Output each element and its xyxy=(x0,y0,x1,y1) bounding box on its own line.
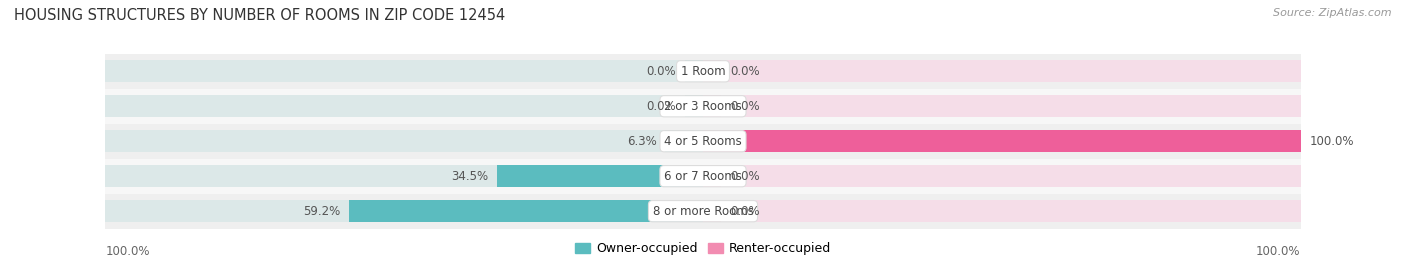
Bar xyxy=(703,61,1301,82)
Text: 0.0%: 0.0% xyxy=(730,205,759,218)
Bar xyxy=(703,61,721,82)
Text: 2 or 3 Rooms: 2 or 3 Rooms xyxy=(664,100,742,113)
Bar xyxy=(703,200,721,222)
Bar xyxy=(105,159,1301,194)
Text: 6.3%: 6.3% xyxy=(627,135,657,148)
Text: 1 Room: 1 Room xyxy=(681,65,725,78)
Text: 100.0%: 100.0% xyxy=(1256,245,1301,258)
Text: 59.2%: 59.2% xyxy=(304,205,340,218)
Text: 0.0%: 0.0% xyxy=(730,170,759,183)
Bar xyxy=(105,54,1301,89)
Bar xyxy=(703,95,721,117)
Text: 6 or 7 Rooms: 6 or 7 Rooms xyxy=(664,170,742,183)
Text: 34.5%: 34.5% xyxy=(451,170,488,183)
Bar xyxy=(703,200,1301,222)
Text: Source: ZipAtlas.com: Source: ZipAtlas.com xyxy=(1274,8,1392,18)
Bar xyxy=(105,130,703,152)
Bar xyxy=(703,165,1301,187)
Bar xyxy=(685,95,703,117)
Text: 0.0%: 0.0% xyxy=(647,65,676,78)
Bar xyxy=(703,130,1301,152)
Text: HOUSING STRUCTURES BY NUMBER OF ROOMS IN ZIP CODE 12454: HOUSING STRUCTURES BY NUMBER OF ROOMS IN… xyxy=(14,8,505,23)
Bar xyxy=(703,130,1301,152)
Bar xyxy=(703,95,1301,117)
Text: 0.0%: 0.0% xyxy=(730,65,759,78)
Bar xyxy=(496,165,703,187)
Bar xyxy=(105,165,703,187)
Text: 4 or 5 Rooms: 4 or 5 Rooms xyxy=(664,135,742,148)
Bar xyxy=(665,130,703,152)
Bar xyxy=(105,61,703,82)
Bar xyxy=(105,124,1301,159)
Text: 100.0%: 100.0% xyxy=(1309,135,1354,148)
Bar xyxy=(685,61,703,82)
Text: 0.0%: 0.0% xyxy=(730,100,759,113)
Bar xyxy=(105,200,703,222)
Legend: Owner-occupied, Renter-occupied: Owner-occupied, Renter-occupied xyxy=(569,237,837,260)
Text: 100.0%: 100.0% xyxy=(105,245,150,258)
Bar xyxy=(703,165,721,187)
Text: 8 or more Rooms: 8 or more Rooms xyxy=(652,205,754,218)
Bar xyxy=(105,194,1301,229)
Bar xyxy=(105,89,1301,124)
Bar xyxy=(349,200,703,222)
Bar xyxy=(105,95,703,117)
Text: 0.0%: 0.0% xyxy=(647,100,676,113)
